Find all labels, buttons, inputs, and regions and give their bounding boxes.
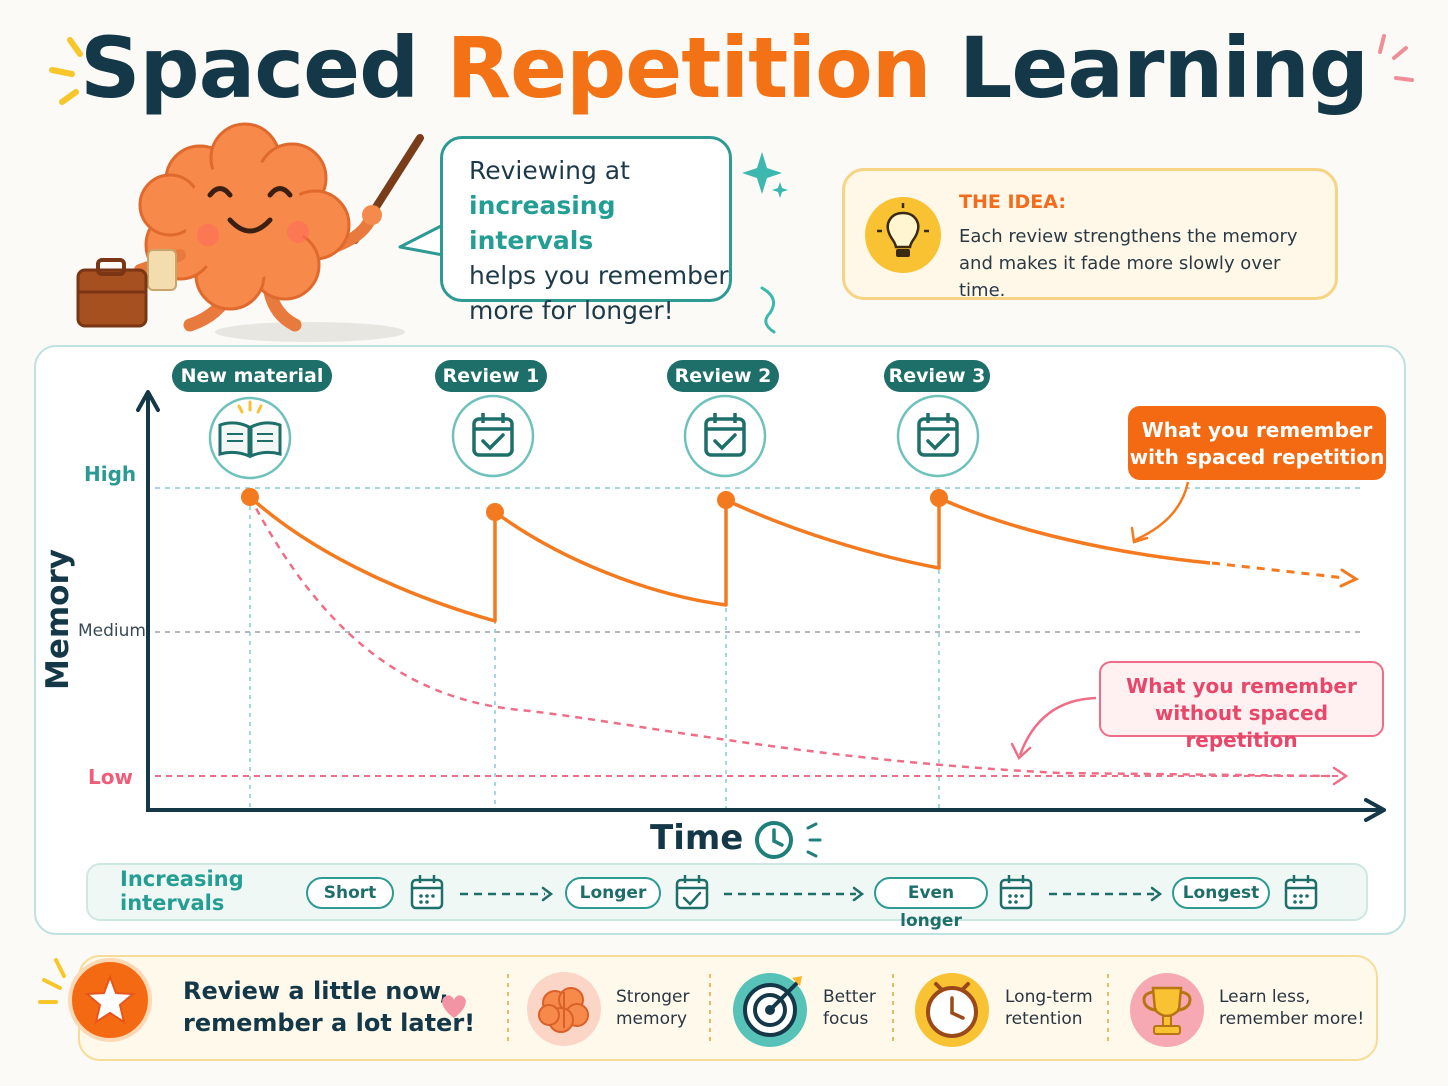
calendar-check-icon-3	[896, 394, 980, 478]
intervals-strip	[86, 863, 1368, 921]
sparkle-right-icon	[1378, 34, 1414, 82]
calendar-icon-longest	[1284, 875, 1318, 910]
event-pill-review-3: Review 3	[884, 360, 990, 392]
callout-with-arrow	[1134, 481, 1190, 542]
calendar-check-icon-1	[451, 394, 535, 478]
event-pill-review-1: Review 1	[435, 360, 547, 392]
intervals-label-2: intervals	[120, 891, 225, 915]
title-word-1: Spaced	[80, 19, 419, 117]
event-pill-review-2: Review 2	[667, 360, 779, 392]
open-book-icon	[208, 396, 292, 480]
series-with-extension	[1211, 561, 1346, 580]
bubble-tail	[398, 223, 444, 257]
idea-card: THE IDEA: Each review strengthens the me…	[842, 168, 1338, 301]
banner-slogan: Review a little now, remember a lot late…	[183, 975, 475, 1039]
idea-title: THE IDEA:	[959, 191, 1066, 213]
title-word-2: Repetition	[446, 19, 931, 117]
benefit-2-line-2: focus	[823, 1009, 869, 1029]
clock-retention-icon	[915, 973, 989, 1047]
benefit-learn-less: Learn less, remember more!	[1219, 986, 1364, 1030]
lightbulb-icon	[865, 197, 941, 273]
legend-with-line-2: with spaced repetition	[1129, 445, 1385, 469]
intervals-label-1: Increasing	[120, 867, 244, 891]
y-label-medium: Medium	[78, 621, 146, 641]
benefit-long-term-retention: Long-term retention	[1005, 986, 1093, 1030]
y-axis-arrowhead	[136, 390, 160, 412]
callout-without-arrow	[1018, 696, 1097, 756]
legend-without-spaced: What you remember without spaced repetit…	[1099, 661, 1384, 752]
target-icon	[733, 973, 807, 1047]
interval-short: Short	[306, 877, 394, 909]
speech-bubble: Reviewing at increasing intervals helps …	[440, 136, 732, 325]
benefit-2-line-1: Better	[823, 987, 876, 1007]
calendar-icon-short	[410, 875, 444, 910]
trophy-icon	[1130, 973, 1204, 1047]
interval-longest: Longest	[1172, 877, 1270, 909]
benefit-stronger-memory: Stronger memory	[616, 986, 690, 1030]
heart-icon	[442, 995, 466, 1018]
x-axis-title: Time	[650, 818, 744, 858]
series-with-line	[248, 495, 1211, 623]
benefit-1-line-2: memory	[616, 1009, 688, 1029]
page-title: Spaced Repetition Learning	[0, 18, 1448, 118]
point-review-2	[717, 491, 735, 509]
sparkle-teal-icon	[742, 152, 788, 334]
event-pill-new-material: New material	[172, 360, 332, 392]
calendar-icon-longer	[675, 875, 709, 910]
calendar-icon-even-longer	[999, 875, 1033, 910]
interval-longer: Longer	[565, 877, 661, 909]
calendar-check-icon-2	[683, 394, 767, 478]
intervals-label: Increasing intervals	[120, 867, 244, 915]
bubble-line-1: Reviewing at	[469, 156, 630, 185]
legend-without-line-1: What you remember	[1126, 674, 1357, 698]
title-word-3: Learning	[958, 19, 1369, 117]
benefit-3-line-1: Long-term	[1005, 987, 1093, 1007]
star-badge-icon	[38, 958, 152, 1042]
series-without-line	[248, 496, 1331, 778]
legend-without-line-2: without spaced repetition	[1154, 701, 1329, 752]
interval-arrows	[410, 875, 1318, 910]
banner-dividers	[507, 974, 1109, 1046]
sparkle-left-icon	[49, 37, 83, 105]
y-label-high: High	[84, 462, 137, 486]
point-review-3	[930, 489, 948, 507]
benefit-3-line-2: retention	[1005, 1009, 1083, 1029]
interval-even-longer: Even longer	[874, 877, 988, 931]
y-label-low: Low	[88, 765, 133, 789]
legend-with-line-1: What you remember	[1141, 418, 1373, 442]
bubble-line-2: increasing intervals	[469, 191, 616, 255]
bubble-line-3: helps you remember	[469, 261, 729, 290]
benefit-4-line-1: Learn less,	[1219, 987, 1311, 1007]
series-with-arrowhead	[1339, 568, 1360, 588]
brain-icon	[527, 972, 601, 1046]
legend-with-spaced: What you remember with spaced repetition	[1128, 406, 1386, 480]
point-review-1	[486, 503, 504, 521]
y-axis-title: Memory	[40, 549, 76, 690]
idea-text: Each review strengthens the memory and m…	[959, 226, 1298, 301]
bubble-line-4: more for longer!	[469, 296, 674, 325]
benefit-better-focus: Better focus	[823, 986, 876, 1030]
benefit-4-line-2: remember more!	[1219, 1009, 1365, 1029]
point-new-material	[241, 488, 259, 506]
banner-line-2: remember a lot later!	[183, 1009, 476, 1037]
x-axis-arrowhead	[1364, 798, 1386, 822]
brain-mascot	[76, 122, 424, 342]
low-arrowhead	[1332, 766, 1349, 786]
clock-icon	[755, 821, 822, 859]
benefit-1-line-1: Stronger	[616, 987, 690, 1007]
banner-line-1: Review a little now,	[183, 977, 449, 1005]
